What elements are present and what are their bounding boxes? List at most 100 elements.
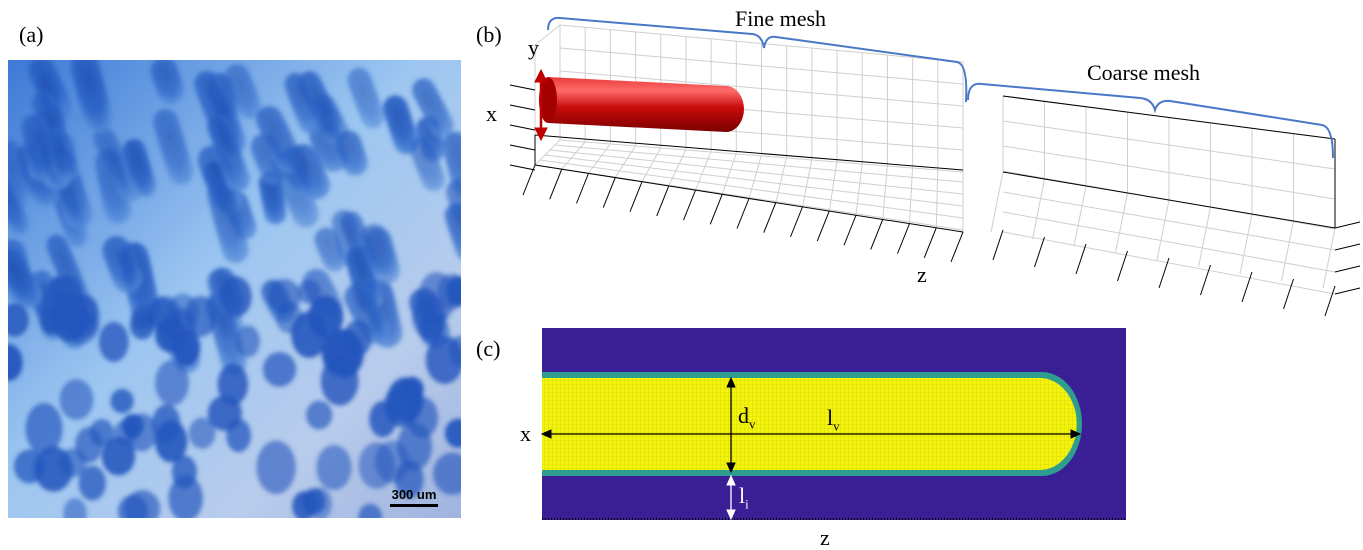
fine-grid-line [589, 144, 611, 174]
tick-mark [577, 173, 589, 203]
fine-grid-line [776, 157, 787, 203]
fine-grid-line [510, 145, 535, 150]
fine-grid-line [560, 117, 963, 150]
villus-shape [316, 445, 351, 490]
coarse-grid-line [1003, 212, 1335, 272]
villus-shape [99, 322, 129, 362]
coarse-grid-line [1240, 214, 1252, 274]
villus-shape [155, 318, 183, 352]
tick-mark [1118, 251, 1128, 281]
interval-dimension [727, 476, 735, 519]
villus-shape [185, 296, 217, 337]
villus-shape [268, 279, 301, 314]
tick-mark [603, 178, 615, 208]
coarse-grid-line [1033, 179, 1045, 239]
villus-shape [47, 275, 83, 312]
fine-grid-line [510, 125, 535, 130]
tick-mark [924, 228, 936, 258]
fine-grid-line [535, 140, 560, 165]
tick-mark [1335, 222, 1360, 228]
fine-grid-line [545, 155, 963, 206]
tick-mark [550, 169, 562, 199]
coarse-grid-line [1323, 228, 1335, 288]
dim-diameter-label: dv [738, 405, 756, 430]
fine-grid-line [550, 150, 963, 194]
coarse-grid-line [1003, 121, 1335, 169]
coarse-mesh-label: Coarse mesh [1087, 62, 1200, 84]
coarse-grid-line [1157, 200, 1169, 260]
micrograph-svg: 300 um [8, 60, 461, 518]
villus-shape [256, 441, 295, 495]
fine-grid-line [883, 164, 888, 219]
coarse-grid-line [991, 172, 1003, 232]
villus-shape [218, 363, 248, 405]
coarse-mesh-brace [968, 84, 1333, 158]
panel-c-label: (c) [476, 336, 500, 362]
coarse-grid-line [1003, 192, 1335, 250]
diameter-dimension [727, 378, 735, 472]
villus-shape [263, 352, 296, 387]
svg-text:300 um: 300 um [392, 487, 437, 502]
coarse-grid-line [1003, 171, 1335, 229]
coarse-grid-line [1199, 207, 1211, 267]
axis-x-label: x [486, 103, 497, 125]
fine-grid-line [856, 163, 862, 216]
fine-grid-line [615, 146, 635, 178]
villus-shape [130, 312, 155, 339]
tick-mark [1159, 258, 1169, 288]
dim-length-label: lv [827, 407, 840, 432]
fine-grid-line [560, 48, 963, 84]
tick-mark [993, 230, 1003, 260]
tick-mark [510, 165, 535, 170]
tick-mark [791, 207, 803, 237]
tick-mark [1242, 272, 1252, 302]
tick-mark [1325, 286, 1335, 316]
dim-interval-label: li [739, 485, 749, 510]
villus-shape [26, 403, 63, 454]
micrograph-image: 300 um [8, 60, 461, 518]
tick-mark [898, 224, 910, 254]
tick-mark [1335, 288, 1360, 294]
fine-grid-line [560, 94, 963, 128]
tick-mark [710, 194, 722, 224]
coarse-grid-line [1003, 96, 1335, 139]
tick-mark [510, 125, 535, 130]
tick-mark [684, 190, 696, 220]
fine-grid-line [803, 159, 812, 207]
tick-mark [951, 232, 963, 262]
tick-mark [1076, 244, 1086, 274]
coarse-grid-line [1003, 232, 1335, 294]
villus-shape [90, 419, 114, 446]
coarse-grid-line [1282, 221, 1294, 281]
tick-mark [510, 85, 535, 90]
panel-b-label: (b) [476, 22, 502, 48]
villus-shape [308, 296, 343, 338]
red-villus-cylinder [539, 77, 744, 132]
tick-mark [510, 105, 535, 110]
fine-grid-line [540, 160, 963, 218]
axis-y-label: y [528, 37, 539, 59]
villus-shape [387, 377, 424, 422]
tick-mark [630, 182, 642, 212]
length-dimension [542, 430, 1080, 438]
villus-shape [60, 379, 94, 420]
villus-shape [58, 449, 86, 477]
fine-grid-line [510, 165, 535, 170]
field-axis-z-label: z [820, 527, 830, 549]
fine-mesh-label: Fine mesh [735, 8, 826, 30]
villus-shape [359, 442, 395, 488]
fine-grid-line [510, 85, 535, 90]
diameter-arrow [535, 70, 547, 140]
coarse-grid-line [1116, 193, 1128, 253]
fine-grid-line [722, 153, 736, 194]
fine-grid-line [555, 145, 963, 182]
fine-grid-line [535, 165, 963, 230]
villus-shape [155, 360, 189, 406]
tick-mark [844, 215, 856, 245]
tick-mark [1284, 279, 1294, 309]
tick-mark [737, 199, 749, 229]
fine-grid-line [562, 142, 585, 169]
fine-grid-line [560, 140, 963, 172]
fine-grid-line [669, 149, 686, 186]
villus-shape [110, 389, 133, 413]
